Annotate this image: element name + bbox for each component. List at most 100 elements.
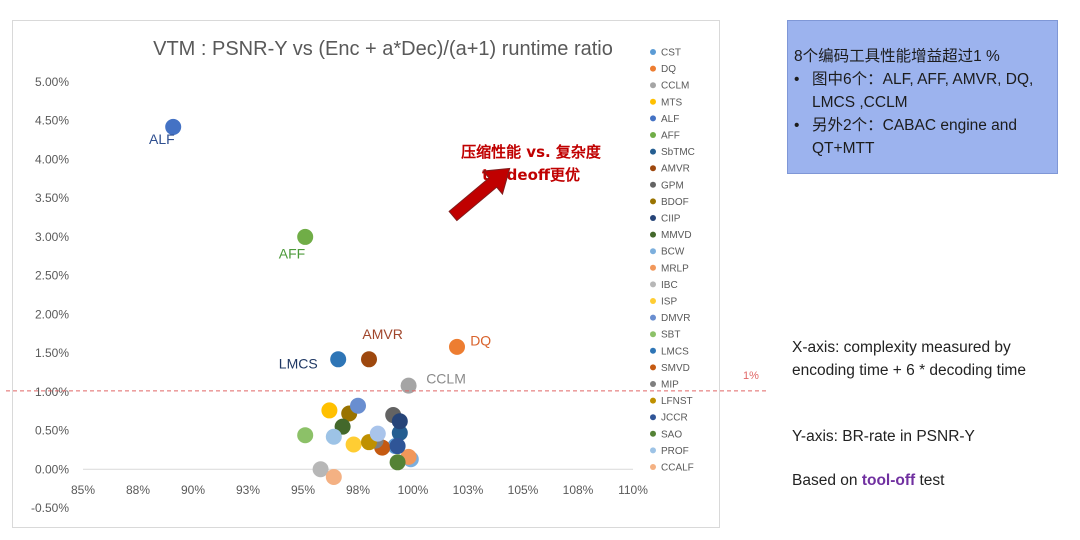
- legend-label: ALF: [661, 114, 679, 125]
- x-tick-label: 100%: [398, 483, 429, 497]
- x-tick-label: 95%: [291, 483, 315, 497]
- chart-title: VTM : PSNR-Y vs (Enc + a*Dec)/(a+1) runt…: [153, 38, 613, 60]
- legend-marker: [650, 331, 656, 338]
- legend-marker: [650, 430, 656, 437]
- data-point-dmvr: [350, 397, 366, 414]
- legend-marker: [650, 198, 656, 205]
- legend-label: BDOF: [661, 197, 689, 208]
- legend-label: PROF: [661, 446, 689, 457]
- basis-suffix: test: [915, 472, 945, 489]
- bullet-dot: •: [794, 71, 800, 88]
- legend-marker: [650, 115, 656, 122]
- legend-marker: [650, 132, 656, 138]
- annotation-arrow: [448, 167, 511, 222]
- x-tick-label: 110%: [618, 483, 648, 497]
- legend-label: CIIP: [661, 214, 681, 225]
- legend-marker: [650, 264, 656, 271]
- scatter-chart: VTM : PSNR-Y vs (Enc + a*Dec)/(a+1) runt…: [31, 38, 695, 515]
- y-tick-label: 5.00%: [35, 75, 69, 89]
- x-tick-label: 93%: [236, 483, 260, 497]
- point-label-cclm: CCLM: [426, 370, 466, 386]
- legend-label: CCLM: [661, 81, 689, 92]
- y-tick-label: 1.00%: [35, 385, 69, 399]
- legend-label: SAO: [661, 429, 682, 440]
- data-point-isp: [345, 436, 362, 453]
- basis-highlight: tool-off: [861, 472, 916, 489]
- point-label-alf: ALF: [149, 131, 175, 147]
- legend-label: SBT: [661, 330, 680, 341]
- info-bullet-text: 另外2个：CABAC engine and QT+MTT: [812, 117, 1018, 157]
- x-tick-label: 90%: [181, 483, 205, 497]
- data-point-sbtmc: [391, 424, 408, 441]
- legend-marker: [650, 447, 656, 454]
- data-point-amvr: [361, 351, 377, 368]
- legend-label: CCALF: [661, 463, 694, 474]
- chart-panel: VTM : PSNR-Y vs (Enc + a*Dec)/(a+1) runt…: [12, 20, 720, 528]
- data-point-prof: [325, 428, 342, 445]
- legend-label: DMVR: [661, 313, 690, 324]
- legend-marker: [650, 165, 656, 172]
- y-tick-label: 3.00%: [35, 230, 69, 244]
- legend-label: MMVD: [661, 230, 692, 241]
- y-tick-label: 1.50%: [35, 346, 69, 360]
- data-point-dq: [449, 338, 465, 355]
- basis-prefix: Based on: [792, 472, 862, 489]
- legend-label: DQ: [661, 64, 676, 75]
- y-tick-label: 0.50%: [35, 424, 69, 438]
- legend-label: LFNST: [661, 396, 693, 407]
- x-tick-label: 85%: [71, 483, 95, 497]
- legend-marker: [650, 298, 656, 304]
- legend-label: BCW: [661, 247, 685, 258]
- legend-marker: [650, 347, 656, 354]
- y-tick-label: -0.50%: [31, 501, 69, 515]
- data-point: [369, 425, 386, 442]
- x-tick-label: 88%: [126, 483, 150, 497]
- data-point-jccr: [389, 438, 406, 455]
- legend-label: CST: [661, 48, 681, 59]
- legend-label: SbTMC: [661, 147, 695, 158]
- legend-label: AMVR: [661, 164, 690, 175]
- legend-marker: [650, 381, 656, 387]
- data-point-cclm: [400, 377, 417, 394]
- data-point-sao: [389, 454, 406, 471]
- legend-marker: [650, 248, 656, 255]
- y-tick-label: 2.00%: [35, 307, 69, 321]
- legend-marker: [650, 314, 656, 321]
- info-box: 8个编码工具性能增益超过1 % • 图中6个：ALF, AFF, AMVR, D…: [787, 20, 1058, 174]
- legend-marker: [650, 281, 656, 288]
- legend-marker: [650, 49, 656, 55]
- y-tick-label: 4.00%: [35, 152, 69, 166]
- point-label-dq: DQ: [470, 332, 491, 348]
- basis-note: Based on tool-off test: [792, 470, 944, 493]
- x-tick-label: 98%: [346, 483, 370, 497]
- legend-marker: [650, 364, 656, 371]
- y-tick-label: 3.50%: [35, 191, 69, 205]
- x-axis-note: X-axis: complexity measured by encoding …: [792, 339, 1026, 379]
- point-label-lmcs: LMCS: [279, 356, 318, 372]
- legend-marker: [650, 414, 656, 421]
- data-point-lmcs: [330, 351, 347, 368]
- y-axis-note: Y-axis: BR-rate in PSNR-Y: [792, 428, 975, 445]
- info-bullet-1: • 图中6个：ALF, AFF, AMVR, DQ, LMCS ,CCLM: [794, 68, 1051, 114]
- legend-marker: [650, 82, 656, 89]
- legend-marker: [650, 397, 656, 404]
- info-bullet-text: 图中6个：ALF, AFF, AMVR, DQ, LMCS ,CCLM: [812, 71, 1034, 111]
- data-point-ccalf: [325, 469, 342, 486]
- legend-marker: [650, 65, 656, 72]
- legend-label: MRLP: [661, 263, 689, 274]
- data-point-aff: [297, 228, 314, 245]
- y-tick-label: 0.00%: [35, 462, 69, 476]
- legend-label: MTS: [661, 97, 682, 108]
- annotation-line-1: 压缩性能 vs. 复杂度: [461, 143, 602, 161]
- legend-label: AFF: [661, 131, 680, 142]
- bullet-dot: •: [794, 117, 800, 134]
- legend-label: GPM: [661, 180, 684, 191]
- x-tick-label: 108%: [563, 483, 594, 497]
- x-tick-label: 103%: [453, 483, 484, 497]
- legend-marker: [650, 215, 656, 221]
- legend-label: LMCS: [661, 346, 689, 357]
- legend-label: SMVD: [661, 363, 690, 374]
- data-point-ciip: [391, 413, 408, 430]
- y-tick-label: 2.50%: [35, 269, 69, 283]
- x-tick-label: 105%: [508, 483, 539, 497]
